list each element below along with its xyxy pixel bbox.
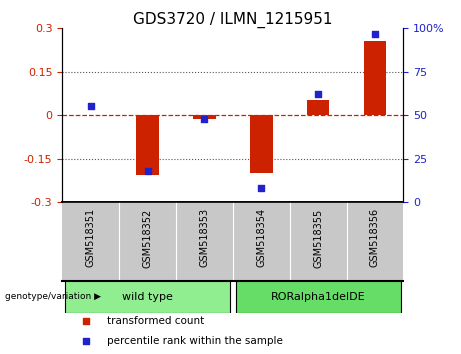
Point: [83, 318, 90, 324]
Text: wild type: wild type: [122, 292, 173, 302]
Bar: [136, 115, 159, 175]
Text: genotype/variation ▶: genotype/variation ▶: [5, 292, 100, 301]
Bar: [250, 115, 272, 173]
Bar: [65, 281, 230, 313]
Point: [87, 104, 95, 109]
Text: GSM518351: GSM518351: [86, 209, 96, 268]
Text: GSM518356: GSM518356: [370, 209, 380, 268]
Text: percentile rank within the sample: percentile rank within the sample: [106, 336, 283, 346]
Text: GSM518352: GSM518352: [142, 209, 153, 268]
Point: [201, 116, 208, 121]
Text: GSM518355: GSM518355: [313, 209, 323, 268]
Bar: [193, 115, 216, 119]
Bar: [364, 41, 386, 115]
Text: GSM518353: GSM518353: [199, 209, 209, 268]
Text: GSM518354: GSM518354: [256, 209, 266, 268]
Text: RORalpha1delDE: RORalpha1delDE: [271, 292, 366, 302]
Point: [144, 168, 151, 173]
Point: [371, 31, 378, 36]
Point: [83, 338, 90, 344]
Text: transformed count: transformed count: [106, 316, 204, 326]
Point: [258, 185, 265, 191]
Title: GDS3720 / ILMN_1215951: GDS3720 / ILMN_1215951: [133, 12, 332, 28]
Bar: [307, 100, 330, 115]
Point: [314, 91, 322, 97]
Bar: [236, 281, 401, 313]
